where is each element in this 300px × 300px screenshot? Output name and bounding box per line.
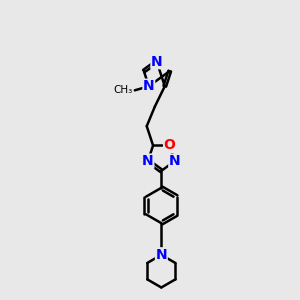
Text: N: N: [142, 154, 154, 168]
Text: N: N: [151, 55, 163, 69]
Text: N: N: [143, 79, 154, 93]
Text: N: N: [169, 154, 181, 168]
Text: N: N: [155, 248, 167, 262]
Text: CH₃: CH₃: [114, 85, 133, 95]
Text: O: O: [164, 138, 175, 152]
